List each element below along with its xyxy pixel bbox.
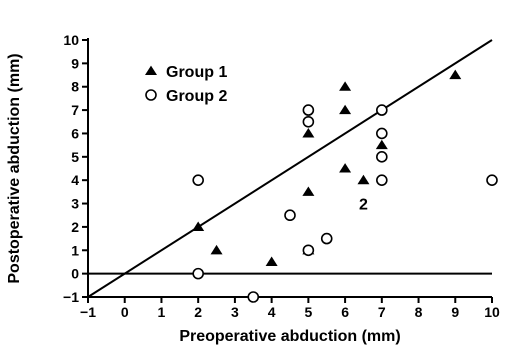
group1-point: [302, 186, 314, 195]
x-axis-title: Preoperative abduction (mm): [179, 328, 400, 345]
x-tick-label: 10: [484, 304, 500, 320]
group2-point: [377, 105, 387, 115]
annotations: 2: [359, 197, 368, 214]
group2-point: [193, 269, 203, 279]
group2-point: [193, 175, 203, 185]
y-axis-title: Postoperative abduction (mm): [6, 53, 23, 283]
x-tick-label: 2: [194, 304, 202, 320]
group1-point: [376, 140, 388, 149]
group2-point: [248, 292, 258, 302]
group2-point: [303, 117, 313, 127]
group1-point: [211, 245, 223, 254]
y-tick-label: 1: [71, 242, 79, 258]
group1-point: [449, 70, 461, 79]
y-tick-label: 8: [71, 79, 79, 95]
y-tick-label: 5: [71, 149, 79, 165]
group1-point: [339, 105, 351, 114]
group1-point: [302, 128, 314, 137]
x-tick-label: 9: [451, 304, 459, 320]
legend-label: Group 2: [166, 88, 227, 105]
x-tick-label: 6: [341, 304, 349, 320]
group1-point: [357, 175, 369, 184]
group1-point: [192, 222, 204, 231]
annotation-label: 2: [359, 197, 368, 214]
group2-point: [322, 234, 332, 244]
group1-point: [339, 81, 351, 90]
x-tick-label: 3: [231, 304, 239, 320]
x-tick-label: 1: [158, 304, 166, 320]
axes: −1 0 1 2 3 4 5 6 7 8 9 10 −1 0 1 2 3 4 5 6 7 8 9 10: [63, 32, 500, 320]
group1-point: [266, 257, 278, 266]
y-tick-label: 3: [71, 196, 79, 212]
legend: Group 1 Group 2: [139, 56, 261, 108]
y-tick-label: 7: [71, 102, 79, 118]
group2-point: [377, 175, 387, 185]
x-tick-label: 5: [304, 304, 312, 320]
legend-circle-icon: [146, 90, 156, 100]
y-tick-label: 9: [71, 55, 79, 71]
group2-point: [377, 152, 387, 162]
group2-point: [285, 210, 295, 220]
y-tick-label: 10: [63, 32, 79, 48]
group2-point: [303, 105, 313, 115]
y-tick-label: −1: [63, 289, 79, 305]
group2-point: [487, 175, 497, 185]
group2-point: [377, 128, 387, 138]
group1-point: [339, 163, 351, 172]
x-tick-label: 4: [268, 304, 276, 320]
y-tick-label: 2: [71, 219, 79, 235]
x-tick-label: 0: [121, 304, 129, 320]
y-tick-label: 4: [71, 172, 79, 188]
x-tick-label: 7: [378, 304, 386, 320]
group2-point: [303, 245, 313, 255]
y-tick-label: 6: [71, 125, 79, 141]
legend-label: Group 1: [166, 64, 227, 81]
x-tick-label: 8: [415, 304, 423, 320]
x-tick-label: −1: [80, 304, 96, 320]
y-tick-label: 0: [71, 266, 79, 282]
